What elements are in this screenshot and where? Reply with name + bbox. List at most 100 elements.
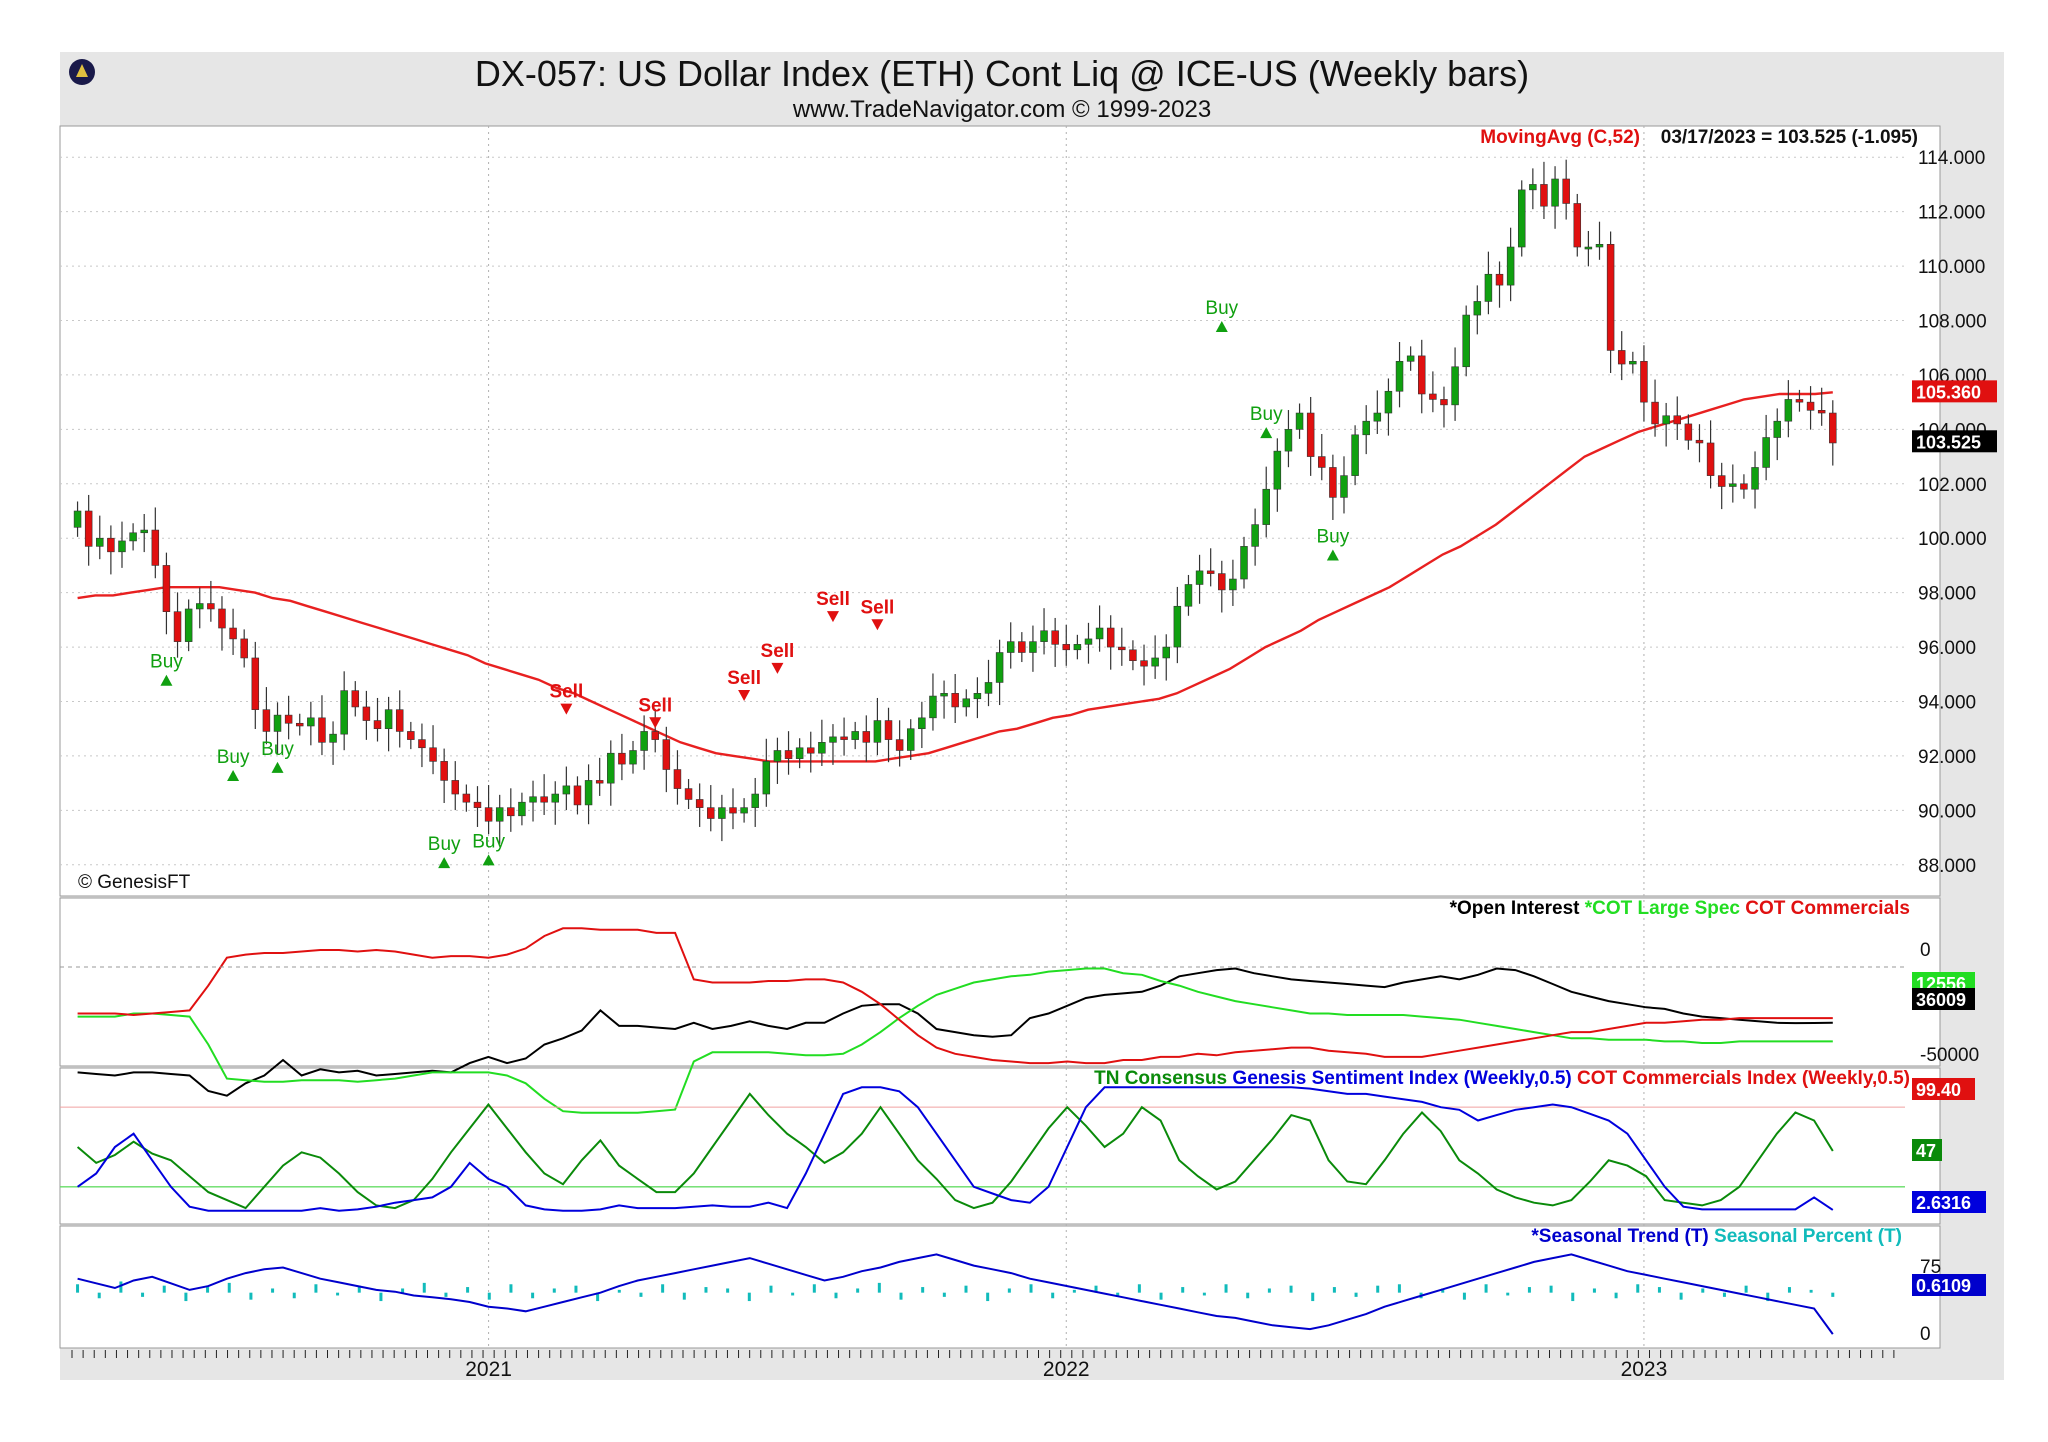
ma-value-tag-bg bbox=[1912, 380, 1997, 403]
buy-arrow-icon bbox=[160, 674, 173, 686]
cot-index-tag-bg bbox=[1912, 1078, 1975, 1100]
candle-body bbox=[351, 690, 360, 708]
candle-body bbox=[129, 532, 137, 542]
candle-body bbox=[1784, 399, 1793, 422]
buy-arrow-icon bbox=[1260, 427, 1273, 439]
candle-body bbox=[1129, 649, 1137, 661]
legend-tn-consensus: TN Consensus bbox=[1094, 1068, 1227, 1089]
candle-body bbox=[1706, 442, 1715, 476]
candle-body bbox=[1418, 355, 1426, 395]
candle-body bbox=[218, 608, 226, 629]
candle-body bbox=[1584, 246, 1593, 250]
candle-body bbox=[1262, 488, 1270, 525]
candle-body bbox=[984, 682, 993, 694]
candle-body bbox=[329, 733, 337, 743]
value-tags: 105.360103.525125563600999.40472.63160.6… bbox=[1912, 380, 1997, 1296]
candle-body bbox=[940, 693, 948, 697]
candle-body bbox=[1640, 361, 1648, 403]
candle-body bbox=[818, 742, 826, 754]
candles bbox=[73, 159, 1837, 844]
legend-price-info: 03/17/2023 = 103.525 (-1.095) bbox=[1661, 127, 1918, 148]
cot-lines bbox=[60, 927, 1905, 1114]
candle-body bbox=[507, 807, 515, 817]
moving-average-line bbox=[77, 391, 1833, 763]
candle-body bbox=[251, 657, 260, 710]
consensus-tag: 47 bbox=[1916, 1141, 1936, 1161]
buy-arrow-icon bbox=[227, 769, 240, 781]
buy-signal-label: Buy bbox=[1317, 527, 1350, 548]
candle-body bbox=[1562, 178, 1570, 204]
candle-body bbox=[1540, 184, 1548, 207]
candle-body bbox=[440, 761, 448, 781]
candle-body bbox=[784, 750, 793, 759]
candle-body bbox=[1573, 203, 1582, 248]
buy-arrow-icon bbox=[1326, 549, 1339, 561]
legend-genesis-sentiment: Genesis Sentiment Index (Weekly,0.5) bbox=[1232, 1068, 1571, 1089]
open-interest-tag: 36009 bbox=[1916, 990, 1966, 1010]
candle-body bbox=[395, 709, 404, 732]
candle-body bbox=[595, 780, 604, 784]
series-oi bbox=[77, 967, 1833, 1097]
candle-body bbox=[951, 693, 959, 708]
candle-body bbox=[1406, 355, 1415, 362]
candle-body bbox=[518, 801, 526, 817]
candle-body bbox=[1095, 627, 1104, 640]
sell-signal-label: Sell bbox=[816, 589, 850, 610]
candle-body bbox=[1251, 524, 1259, 547]
price-tick-label: 88.000 bbox=[1918, 856, 1976, 877]
cot-tick-zero: 0 bbox=[1920, 940, 1931, 961]
candle-body bbox=[373, 720, 382, 730]
candle-body bbox=[718, 807, 726, 819]
consensus-tag-bg bbox=[1912, 1139, 1942, 1161]
seasonal-tick-0: 0 bbox=[1920, 1324, 1931, 1345]
buy-signal-label: Buy bbox=[150, 652, 183, 673]
candle-body bbox=[1595, 244, 1604, 248]
chart-subtitle: www.TradeNavigator.com © 1999-2023 bbox=[792, 96, 1211, 123]
candle-body bbox=[1195, 570, 1204, 585]
buy-arrow-icon bbox=[271, 761, 284, 773]
legend-cot-commercials-index: COT Commercials Index (Weekly,0.5) bbox=[1577, 1068, 1910, 1089]
candle-body bbox=[662, 739, 671, 770]
legend-sentiment: TN Consensus Genesis Sentiment Index (We… bbox=[1094, 1068, 1910, 1089]
price-tick-label: 96.000 bbox=[1918, 638, 1976, 659]
price-tick-label: 102.000 bbox=[1918, 475, 1987, 496]
sell-signal-label: Sell bbox=[549, 682, 583, 703]
candle-body bbox=[1273, 450, 1282, 490]
candle-body bbox=[929, 695, 937, 719]
candle-body bbox=[1695, 439, 1704, 444]
series-genesis bbox=[77, 1086, 1834, 1212]
candle-body bbox=[551, 793, 559, 803]
candle-body bbox=[1829, 412, 1837, 444]
candle-body bbox=[1229, 578, 1237, 591]
logo-icon bbox=[69, 59, 95, 85]
cot-panel bbox=[59, 897, 1941, 1067]
x-tick-label: 2023 bbox=[1621, 1358, 1668, 1381]
candle-body bbox=[495, 807, 504, 822]
last-close-tag-bg bbox=[1912, 430, 1997, 453]
candle-body bbox=[1395, 361, 1404, 392]
candle-body bbox=[1206, 570, 1215, 574]
buy-signal-label: Buy bbox=[472, 831, 505, 852]
candle-body bbox=[1318, 456, 1326, 468]
candle-body bbox=[562, 785, 571, 795]
price-tick-label: 108.000 bbox=[1918, 312, 1987, 333]
genesis-tag: 2.6316 bbox=[1916, 1193, 1971, 1213]
candle-body bbox=[1118, 646, 1126, 651]
moving-average bbox=[77, 391, 1833, 763]
candle-body bbox=[1351, 434, 1359, 476]
candle-body bbox=[284, 714, 293, 724]
candle-body bbox=[618, 752, 626, 765]
candle-body bbox=[140, 529, 148, 534]
legend-seasonal-trend: *Seasonal Trend (T) bbox=[1531, 1226, 1708, 1247]
candle-body bbox=[307, 717, 315, 727]
candle-body bbox=[96, 537, 104, 547]
open-interest-tag-bg bbox=[1912, 988, 1975, 1010]
x-tick-label: 2022 bbox=[1043, 1358, 1090, 1381]
candle-body bbox=[1495, 273, 1504, 286]
price-tick-label: 90.000 bbox=[1918, 801, 1976, 822]
candle-body bbox=[1373, 412, 1382, 422]
candle-body bbox=[707, 807, 715, 819]
candle-body bbox=[1151, 657, 1159, 667]
legend-moving-average: MovingAvg (C,52) bbox=[1480, 127, 1640, 148]
